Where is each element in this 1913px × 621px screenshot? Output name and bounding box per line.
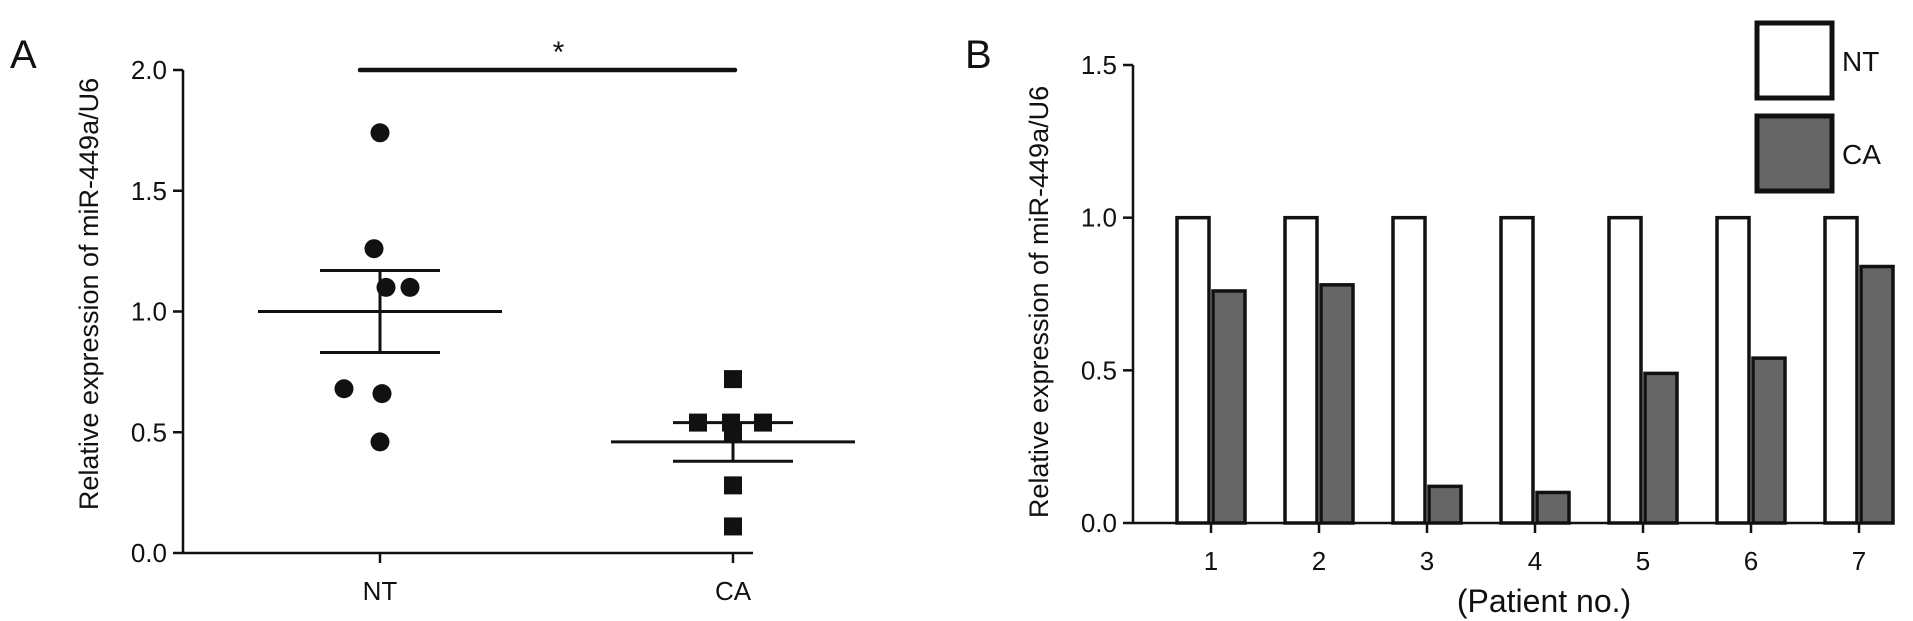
panel-a-y-tick-label: 1.5 — [131, 176, 167, 206]
panel-b-x-tick-label: 7 — [1852, 546, 1866, 576]
panel-a-point-nt — [364, 239, 384, 259]
panel-b-label: B — [965, 33, 992, 77]
panel-a-point-nt — [334, 379, 354, 399]
panel-b-bar-ca — [1211, 289, 1247, 525]
panel-a-point-nt — [370, 432, 390, 452]
panel-a-y-tick-label: 2.0 — [131, 55, 167, 85]
panel-b-x-tick-label: 6 — [1744, 546, 1758, 576]
panel-a-point-ca — [724, 517, 742, 536]
panel-b-x-tick-label: 3 — [1420, 546, 1434, 576]
panel-b-bar-ca — [1535, 490, 1571, 525]
panel-a-point-ca — [724, 370, 742, 389]
panel-b-x-tick-label: 5 — [1636, 546, 1650, 576]
panel-b-bar-nt — [1499, 215, 1535, 525]
panel-b-bar-nt — [1715, 215, 1751, 525]
panel-b-legend-label-nt: NT — [1842, 46, 1879, 77]
panel-a-point-ca — [724, 476, 742, 495]
panel-a-ylabel: Relative expression of miR-449a/U6 — [74, 78, 104, 510]
panel-b-bar-ca — [1319, 283, 1355, 525]
panel-b-bar-ca — [1751, 356, 1787, 525]
panel-b-chart: Relative expression of miR-449a/U6 (Pati… — [1024, 20, 1895, 619]
panel-b-bar-nt — [1607, 215, 1643, 525]
panel-a-point-nt — [370, 123, 390, 143]
panel-a-significance-star: * — [553, 36, 565, 69]
panel-b-bar-ca — [1643, 371, 1679, 525]
panel-a-label: A — [10, 33, 37, 77]
panel-a-x-tick-label: NT — [363, 576, 398, 606]
panel-a-y-tick-label: 0.5 — [131, 417, 167, 447]
panel-b-x-tick-label: 1 — [1204, 546, 1218, 576]
panel-a-y-tick-label: 0.0 — [131, 538, 167, 568]
panel-a-y-tick-label: 1.0 — [131, 297, 167, 327]
panel-b-bar-nt — [1283, 215, 1319, 525]
panel-b-legend-swatch-ca — [1754, 113, 1835, 194]
panel-b-ylabel: Relative expression of miR-449a/U6 — [1024, 86, 1054, 518]
panel-b-bar-nt — [1823, 215, 1859, 525]
panel-b-bar-nt — [1175, 215, 1211, 525]
panel-b-y-tick-label: 0.5 — [1081, 355, 1117, 385]
panel-a-point-nt — [372, 384, 392, 404]
panel-b-bar-ca — [1859, 264, 1895, 525]
panel-b-bar-ca — [1427, 484, 1463, 525]
panel-b-y-tick-label: 1.0 — [1081, 203, 1117, 233]
panel-b-legend-label-ca: CA — [1842, 139, 1881, 170]
panel-a-chart: Relative expression of miR-449a/U6 0.0 0.… — [74, 36, 855, 606]
panel-a-point-nt — [400, 277, 420, 297]
panel-b-x-tick-label: 4 — [1528, 546, 1542, 576]
panel-b-y-tick-label: 1.5 — [1081, 50, 1117, 80]
panel-b-y-tick-label: 0.0 — [1081, 508, 1117, 538]
panel-b-xlabel: (Patient no.) — [1457, 583, 1631, 619]
panel-b-bar-nt — [1391, 215, 1427, 525]
panel-a-x-tick-label: CA — [715, 576, 752, 606]
panel-b-legend-swatch-nt — [1754, 20, 1835, 101]
panel-b-x-tick-label: 2 — [1312, 546, 1326, 576]
